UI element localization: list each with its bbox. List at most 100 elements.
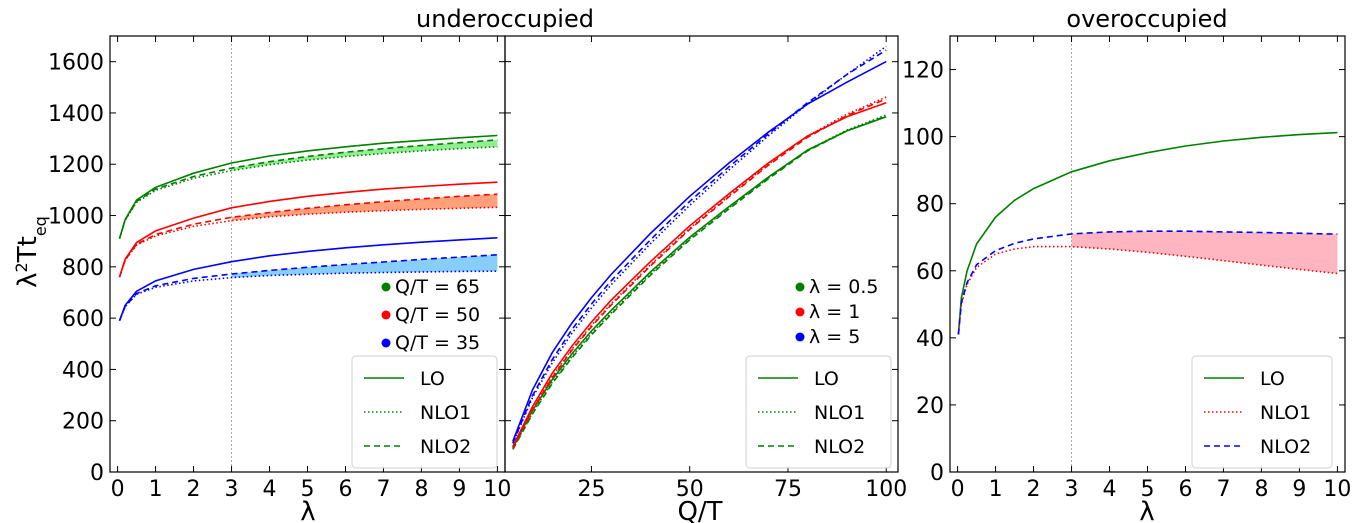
series-line <box>118 237 498 321</box>
x-tick-label: 75 <box>774 477 802 502</box>
x-tick-label: 9 <box>452 477 466 502</box>
y-tick-label: 100 <box>902 126 944 151</box>
panel-overoccupied-lambda: overoccupied λ 0 1 2 3 4 5 6 7 8 9 100204060801001… <box>902 5 1351 523</box>
y-tick-label: 200 <box>62 410 104 435</box>
panel-underoccupied-lambda: underoccupied λ λ2Tteq 0 1 2 3 4 5 6 7 8 9 1002004… <box>12 5 594 523</box>
x-tick-label: 4 <box>263 477 277 502</box>
x-tick-label: 7 <box>1216 477 1230 502</box>
y-tick-label: 600 <box>62 307 104 332</box>
x-tick-label: 9 <box>1292 477 1306 502</box>
y-axis-label-sup: 2 <box>12 262 31 272</box>
legend-marker <box>381 338 391 348</box>
series-line <box>512 101 887 447</box>
fill-band <box>231 254 498 278</box>
y-axis-label-main: λ <box>13 272 43 287</box>
y-tick-label: 40 <box>916 327 944 352</box>
series-line <box>512 45 887 444</box>
series-line <box>118 139 498 239</box>
series-line <box>512 60 887 442</box>
series-line <box>957 230 1338 335</box>
series-line <box>512 115 887 450</box>
legend-label: LO <box>814 368 839 390</box>
legend-marker <box>381 310 391 320</box>
legend-label: LO <box>420 368 445 390</box>
x-axis-label: λ <box>1139 497 1154 523</box>
series-line <box>118 134 498 239</box>
series-line <box>118 146 498 239</box>
legend-label: NLO1 <box>420 402 471 424</box>
legend-marker <box>795 307 805 317</box>
legend-marker-label: Q/T = 65 <box>395 276 480 298</box>
axes-frame <box>504 35 899 473</box>
legend-marker-label: λ = 5 <box>809 326 860 348</box>
y-axis-label-sub: eq <box>31 216 50 236</box>
legend-marker-label: Q/T = 35 <box>395 332 480 354</box>
series-line <box>512 98 887 448</box>
x-tick-label: 4 <box>1103 477 1117 502</box>
y-tick-label: 400 <box>62 358 104 383</box>
x-tick-label: 5 <box>301 477 315 502</box>
x-tick-label: 6 <box>338 477 352 502</box>
x-tick-label: 10 <box>483 477 511 502</box>
x-tick-label: 8 <box>1254 477 1268 502</box>
y-tick-label: 60 <box>916 260 944 285</box>
x-tick-label: 10 <box>1323 477 1351 502</box>
x-tick-label: 1 <box>149 477 163 502</box>
legend-marker <box>381 282 391 292</box>
y-tick-label: 1200 <box>48 153 104 178</box>
legend-box <box>745 355 892 469</box>
x-tick-label: 2 <box>187 477 201 502</box>
x-tick-label: 3 <box>225 477 239 502</box>
series-line <box>957 131 1338 335</box>
legend-marker-label: λ = 1 <box>809 301 860 323</box>
legend-label: LO <box>1260 368 1285 390</box>
y-tick-label: 120 <box>902 59 944 84</box>
y-axis-label-rest: Tt <box>13 236 43 263</box>
legend-marker-label: λ = 0.5 <box>809 276 878 298</box>
plot-area: 25 50 75 100 λ = 0.5 λ = 1 λ = 5 LO NLO1 NLO2 <box>504 35 907 502</box>
series-line <box>118 193 498 278</box>
fill-band <box>231 194 498 221</box>
legend-label: NLO1 <box>814 402 865 424</box>
y-tick-label: 800 <box>62 256 104 281</box>
series-line <box>957 245 1338 335</box>
x-tick-label: 8 <box>414 477 428 502</box>
y-axis-label: λ2Tteq <box>12 216 50 288</box>
panel-underoccupied-qt: Q/T 25 50 75 100 λ = 0.5 λ = 1 λ = 5 LO NLO1 NLO2 <box>504 35 907 523</box>
panel-title: underoccupied <box>416 5 594 33</box>
legend-marker <box>795 282 805 292</box>
legend-label: NLO2 <box>420 436 471 458</box>
legend-marker <box>795 332 805 342</box>
series-line <box>118 206 498 278</box>
legend-label: NLO1 <box>1260 402 1311 424</box>
fill-band <box>1071 231 1338 274</box>
x-tick-label: 25 <box>577 477 605 502</box>
x-tick-label: 6 <box>1178 477 1192 502</box>
y-tick-label: 0 <box>90 461 104 486</box>
y-tick-label: 80 <box>916 193 944 218</box>
legend-label: NLO2 <box>814 436 865 458</box>
y-tick-label: 20 <box>916 394 944 419</box>
series-line <box>118 254 498 321</box>
legend-box <box>1191 355 1333 469</box>
x-tick-label: 7 <box>376 477 390 502</box>
fill-band <box>231 139 498 171</box>
x-tick-label: 100 <box>865 477 907 502</box>
x-tick-label: 50 <box>676 477 704 502</box>
legend-label: NLO2 <box>1260 436 1311 458</box>
panel-title: overoccupied <box>1066 5 1227 33</box>
x-tick-label: 0 <box>951 477 965 502</box>
x-axis-label: λ <box>300 497 315 523</box>
y-tick-label: 1400 <box>48 102 104 127</box>
x-tick-label: 0 <box>111 477 125 502</box>
y-tick-label: 1000 <box>48 205 104 230</box>
x-tick-label: 5 <box>1141 477 1155 502</box>
x-tick-label: 3 <box>1065 477 1079 502</box>
x-axis-label: Q/T <box>677 497 722 523</box>
legend-box <box>351 355 498 469</box>
series-line <box>512 49 887 444</box>
y-tick-label: 0 <box>930 461 944 486</box>
legend-marker-label: Q/T = 50 <box>395 304 480 326</box>
